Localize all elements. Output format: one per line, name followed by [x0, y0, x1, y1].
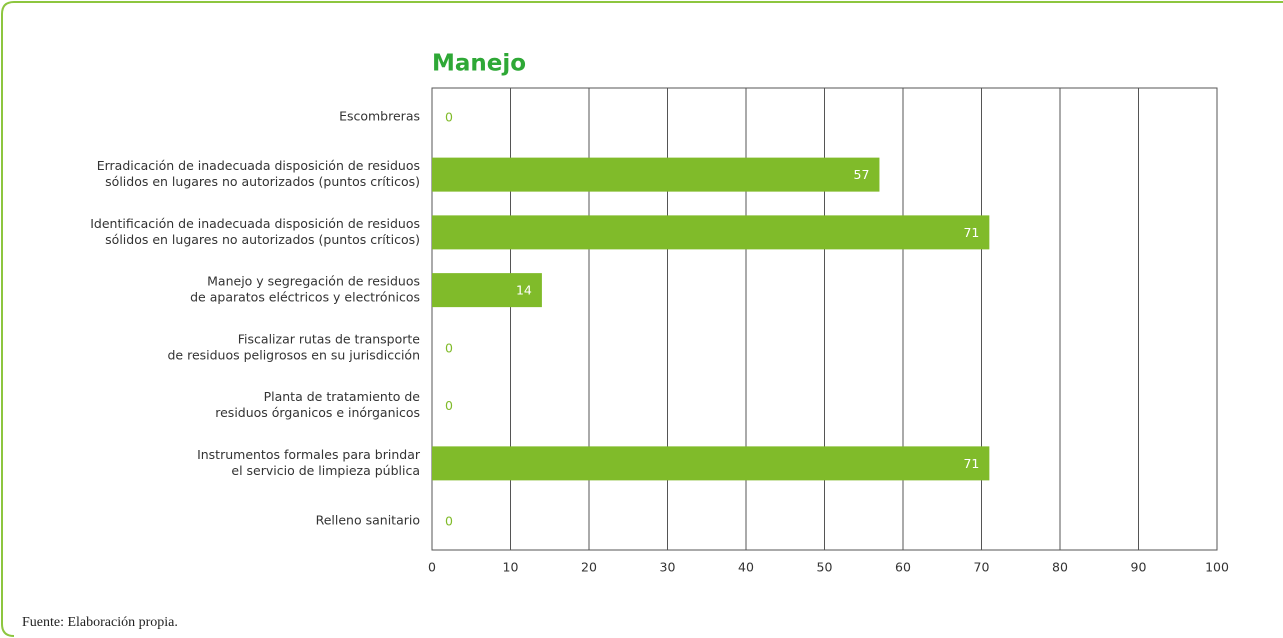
x-tick-label: 70	[974, 560, 990, 575]
y-tick-label: Identificación de inadecuada disposición…	[90, 216, 420, 231]
bar	[432, 273, 542, 308]
x-tick-label: 50	[817, 560, 833, 575]
y-tick-label: el servicio de limpieza pública	[231, 463, 420, 478]
bar	[432, 446, 990, 481]
x-tick-label: 0	[428, 560, 436, 575]
value-label: 57	[854, 167, 870, 182]
value-label: 71	[963, 225, 979, 240]
value-label: 0	[445, 514, 453, 529]
y-tick-label: residuos órganicos e inórganicos	[215, 405, 420, 420]
x-tick-label: 30	[660, 560, 676, 575]
y-tick-label: de aparatos eléctricos y electrónicos	[190, 290, 420, 305]
x-tick-label: 40	[738, 560, 754, 575]
y-tick-label: Escombreras	[339, 108, 420, 123]
x-tick-label: 100	[1205, 560, 1229, 575]
y-tick-label: Manejo y segregación de residuos	[207, 274, 420, 289]
value-label: 0	[445, 398, 453, 413]
y-tick-label: Erradicación de inadecuada disposición d…	[97, 158, 420, 173]
value-label: 14	[516, 283, 532, 298]
y-tick-label: sólidos en lugares no autorizados (punto…	[105, 232, 420, 247]
bar	[432, 157, 880, 192]
y-tick-label: Planta de tratamiento de	[264, 389, 421, 404]
value-label: 0	[445, 340, 453, 355]
y-tick-label: sólidos en lugares no autorizados (punto…	[105, 174, 420, 189]
y-tick-label: Instrumentos formales para brindar	[197, 447, 421, 462]
value-label: 71	[963, 456, 979, 471]
chart-title: Manejo	[432, 51, 526, 77]
y-tick-label: Fiscalizar rutas de transporte	[238, 331, 421, 346]
y-tick-label: de residuos peligrosos en su jurisdicció…	[167, 347, 420, 362]
bar	[432, 215, 990, 250]
source: Fuente: Elaboración propia.	[22, 615, 178, 630]
x-tick-label: 90	[1131, 560, 1147, 575]
x-tick-label: 20	[581, 560, 597, 575]
x-tick-label: 60	[895, 560, 911, 575]
x-tick-label: 10	[503, 560, 519, 575]
y-tick-label: Relleno sanitario	[316, 513, 420, 528]
value-label: 0	[445, 109, 453, 124]
x-tick-label: 80	[1052, 560, 1068, 575]
